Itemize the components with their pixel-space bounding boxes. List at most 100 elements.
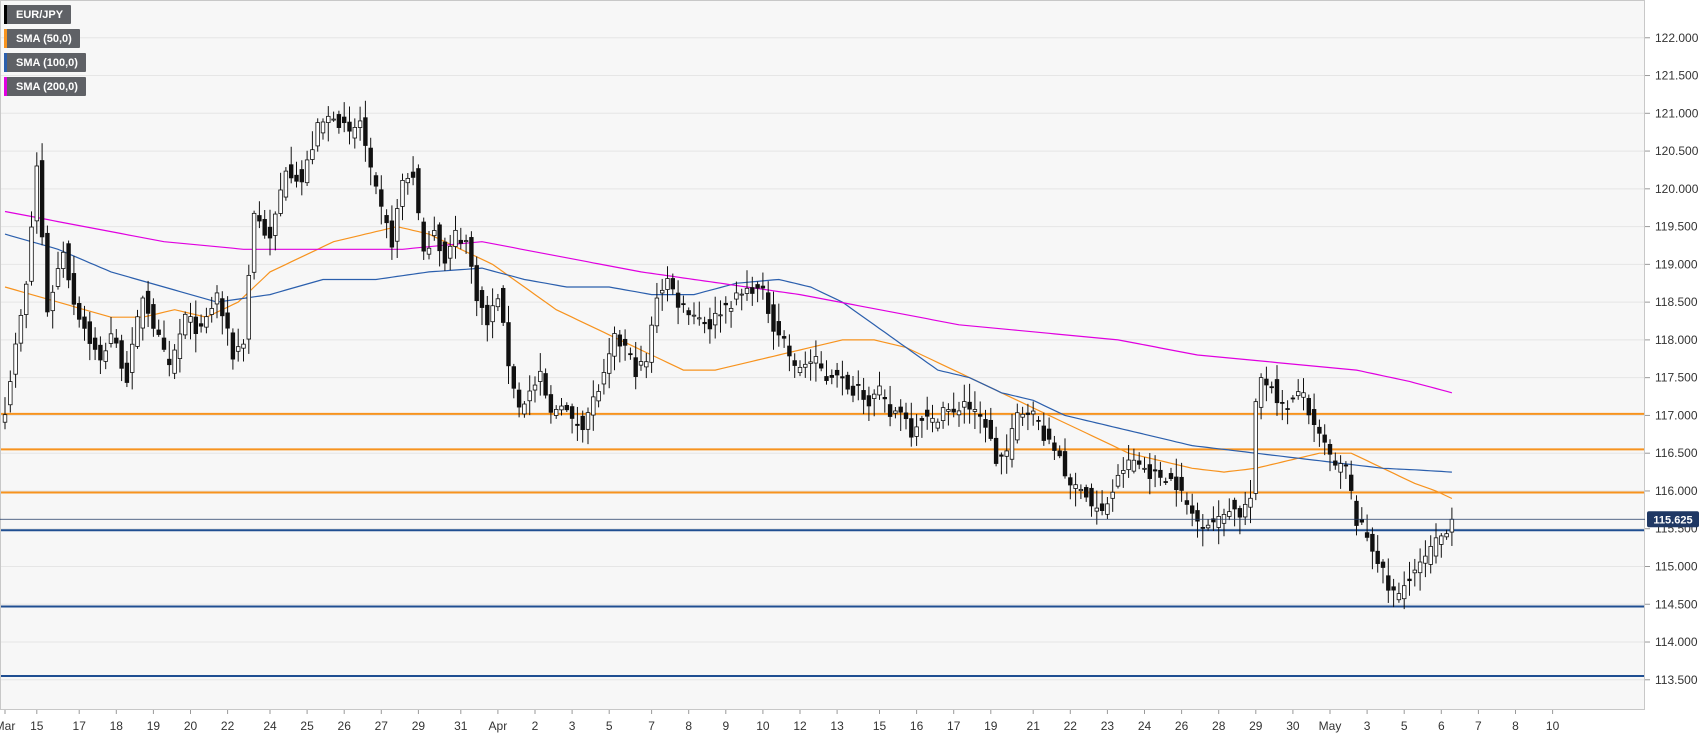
candle-body-down <box>1264 378 1269 386</box>
candlestick <box>1057 445 1062 459</box>
legend-swatch-eurjpy <box>4 5 7 24</box>
candlestick <box>1423 540 1428 578</box>
x-tick-label: 7 <box>648 719 655 733</box>
candle-body-down <box>850 385 856 396</box>
candle-body-down <box>845 374 850 390</box>
candle-body-down <box>198 323 204 327</box>
y-tick-label: 119.500 <box>1655 220 1698 234</box>
candle-body-up <box>872 393 877 399</box>
candle-body-down <box>1407 578 1412 582</box>
candle-body-down <box>1195 510 1200 522</box>
legend-item-sma100[interactable]: SMA (100,0) <box>4 53 86 72</box>
candlestick <box>935 418 940 432</box>
candlestick <box>1380 559 1386 584</box>
legend-item-sma50[interactable]: SMA (50,0) <box>4 29 80 48</box>
candlestick <box>341 102 347 133</box>
candle-body-up <box>972 409 978 412</box>
candlestick <box>1370 527 1375 570</box>
candlestick <box>554 405 559 419</box>
candlestick <box>1205 519 1211 531</box>
candle-body-down <box>98 344 103 361</box>
candlestick <box>1237 505 1243 535</box>
candle-body-up <box>182 313 188 336</box>
candle-body-up <box>644 361 649 368</box>
candlestick <box>824 360 829 385</box>
candlestick <box>707 307 713 344</box>
candlestick <box>1152 455 1158 488</box>
candlestick <box>946 403 951 426</box>
candle-body-down <box>1057 450 1062 457</box>
sma-200-line <box>4 210 1453 394</box>
candle-body-up <box>607 353 612 374</box>
candle-body-down <box>1137 460 1142 465</box>
candlestick <box>840 360 845 396</box>
candle-body-down <box>39 160 45 238</box>
candlestick <box>357 106 363 141</box>
candlestick <box>988 407 993 441</box>
candle-body-down <box>437 224 442 252</box>
candle-body-up <box>29 226 34 282</box>
candle-body-up <box>930 417 935 423</box>
candle-body-up <box>214 292 220 305</box>
candlestick <box>638 345 644 371</box>
candlestick <box>1137 452 1142 470</box>
x-tick-label: 19 <box>984 719 998 733</box>
candlestick <box>405 173 410 195</box>
candle-body-down <box>882 396 887 400</box>
candle-body-down <box>760 285 766 289</box>
candlestick <box>919 415 925 438</box>
candle-body-down <box>458 239 463 244</box>
candlestick <box>1221 508 1227 537</box>
candle-body-down <box>230 332 236 360</box>
candlestick <box>718 300 723 333</box>
candle-body-down <box>1274 379 1280 404</box>
candle-body-down <box>1375 550 1380 564</box>
candlestick <box>410 156 416 186</box>
candle-body-up <box>246 274 251 340</box>
candlestick <box>352 118 357 149</box>
legend-item-sma200[interactable]: SMA (200,0) <box>4 77 86 96</box>
candlestick <box>384 209 389 239</box>
candle-body-up <box>1248 497 1253 508</box>
candle-body-up <box>813 356 819 364</box>
candle-body-up <box>352 127 357 139</box>
candle-body-up <box>1094 507 1099 512</box>
candle-body-down <box>840 376 845 379</box>
candlestick <box>898 399 903 431</box>
candlestick <box>872 389 877 417</box>
candlestick <box>373 172 379 195</box>
candle-body-down <box>580 415 585 431</box>
candle-body-up <box>728 308 734 312</box>
candle-body-up <box>400 180 405 207</box>
candlestick <box>1333 452 1338 470</box>
candlestick <box>1322 424 1327 456</box>
candle-body-down <box>66 243 71 281</box>
legend-item-eurjpy[interactable]: EUR/JPY <box>4 5 72 24</box>
x-tick-label: 3 <box>569 719 576 733</box>
candlestick <box>474 256 479 317</box>
candlestick <box>1402 571 1407 610</box>
candlestick <box>607 338 612 389</box>
candle-body-down <box>988 419 993 439</box>
candle-body-up <box>1020 413 1025 418</box>
candlestick <box>188 302 193 340</box>
candle-body-down <box>479 290 485 308</box>
candlestick <box>617 329 622 363</box>
candle-body-down <box>909 418 914 438</box>
candle-body-down <box>919 418 925 421</box>
candle-body-down <box>861 390 866 400</box>
candlestick <box>400 173 405 221</box>
x-tick-label: 24 <box>263 719 277 733</box>
candlestick <box>1317 419 1322 447</box>
candle-body-down <box>485 304 490 326</box>
candle-body-down <box>829 374 834 378</box>
y-tick-label: 114.500 <box>1655 597 1698 611</box>
candle-body-down <box>1359 519 1364 523</box>
candlestick <box>1142 457 1147 473</box>
x-tick-label: 10 <box>756 719 770 733</box>
candle-body-down <box>1285 408 1290 410</box>
candle-body-down <box>1311 409 1317 425</box>
candle-body-up <box>956 410 962 416</box>
legend-swatch-sma50 <box>4 29 7 48</box>
candlestick <box>92 327 98 361</box>
